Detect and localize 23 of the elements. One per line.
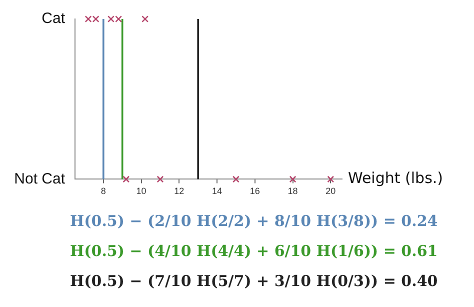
point — [92, 16, 100, 22]
x-tick-label: 20 — [326, 186, 336, 196]
x-tick-label: 10 — [136, 186, 146, 196]
annotation: H(0.5) − (2/10 H(2/2) + 8/10 H(3/8)) = 0.24 — [70, 211, 439, 232]
point — [232, 176, 240, 183]
point — [327, 176, 334, 183]
x-tick-label: 14 — [212, 186, 222, 196]
x-axis-title: Weight (lbs.) — [348, 169, 444, 188]
y-tick-label: Not Cat — [14, 170, 66, 188]
text: H(0.5) − (7/10 H(5/7) + 3/10 H(0/3)) = 0.40 — [70, 271, 439, 292]
x-tick-label: 8 — [100, 186, 106, 196]
y-tick-label: Cat — [42, 10, 66, 28]
point — [84, 16, 92, 22]
point — [122, 176, 130, 183]
x-tick-label: 16 — [250, 186, 260, 196]
point — [142, 16, 149, 22]
x-tick-label: 12 — [174, 186, 184, 196]
annotation: H(0.5) − (4/10 H(4/4) + 6/10 H(1/6)) = 0.61 — [70, 241, 439, 262]
point — [289, 176, 296, 183]
point — [156, 176, 164, 183]
point — [115, 16, 122, 22]
x-tick-label: 18 — [288, 186, 298, 196]
point — [108, 16, 114, 22]
